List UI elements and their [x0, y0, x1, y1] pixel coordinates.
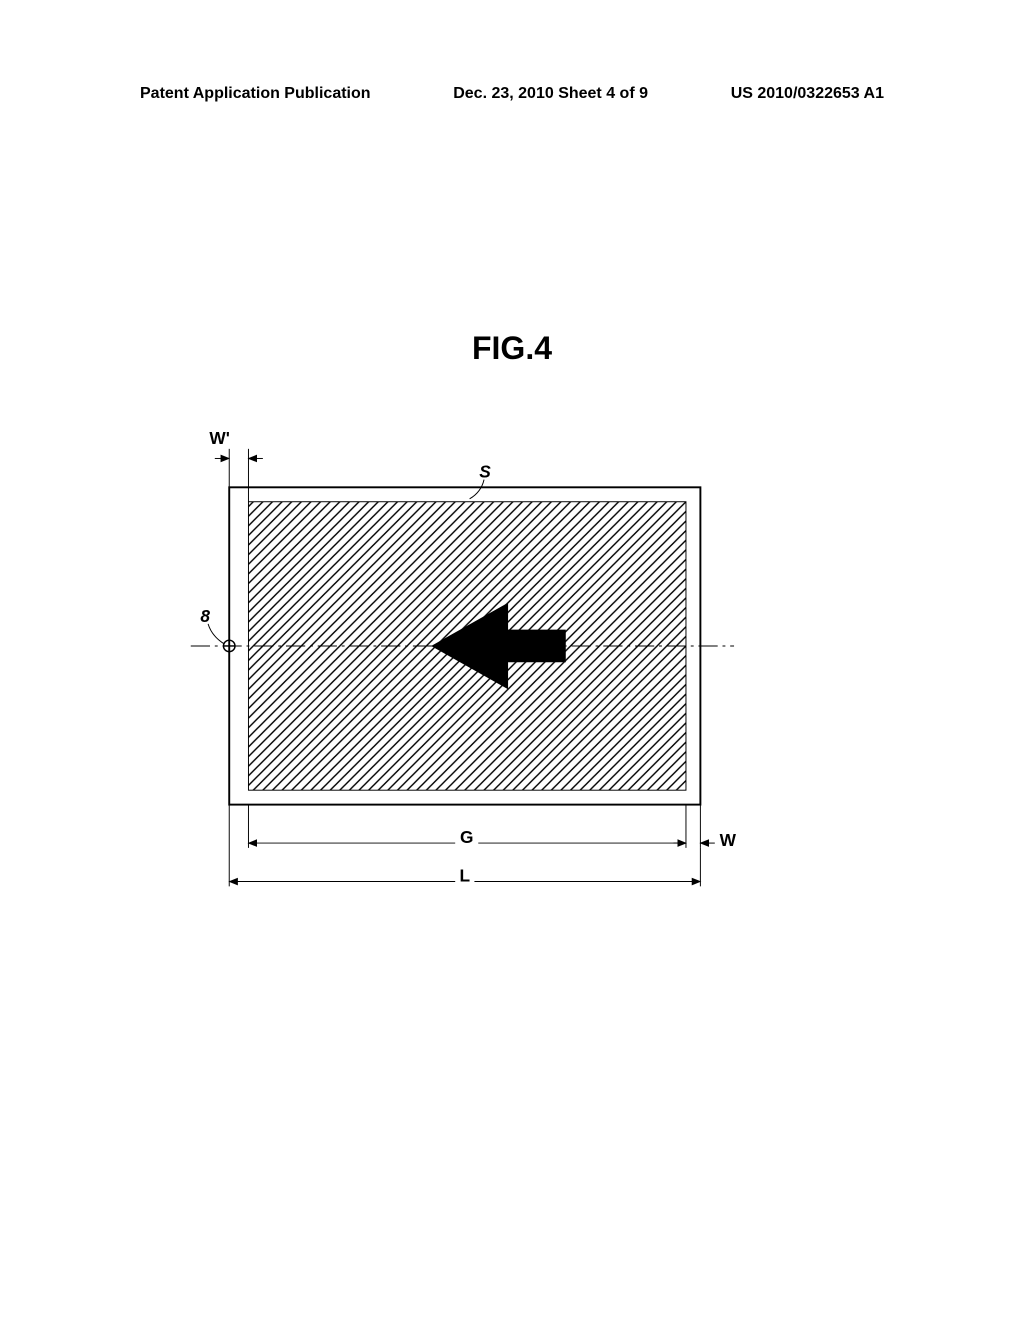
label-w: W	[720, 830, 737, 850]
header-center: Dec. 23, 2010 Sheet 4 of 9	[453, 85, 648, 103]
diagram-svg: W' S 8 G	[180, 420, 740, 920]
patent-header: Patent Application Publication Dec. 23, …	[0, 85, 1024, 103]
label-eight: 8	[200, 606, 210, 626]
label-s: S	[479, 462, 491, 482]
figure-title: FIG.4	[472, 330, 552, 367]
header-left: Patent Application Publication	[140, 85, 371, 103]
label-l: L	[460, 866, 471, 886]
diagram-container: W' S 8 G	[180, 420, 740, 920]
header-right: US 2010/0322653 A1	[731, 85, 884, 103]
leader-s	[470, 480, 484, 499]
leader-eight	[208, 624, 224, 644]
label-w-prime: W'	[209, 428, 229, 448]
label-g: G	[460, 827, 473, 847]
